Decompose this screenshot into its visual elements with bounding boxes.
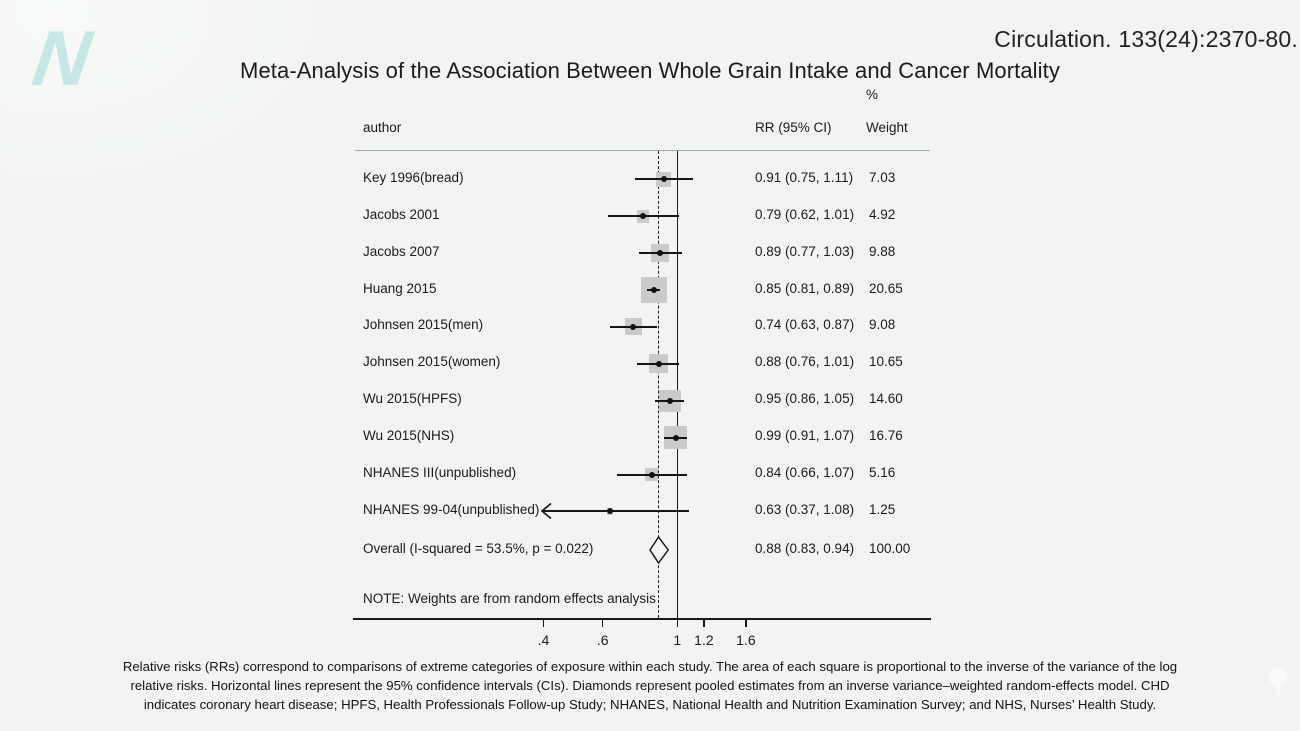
point-estimate-dot (606, 508, 613, 515)
ci-clipped-left-arrow-icon (540, 503, 552, 520)
study-weight-value: 20.65 (869, 280, 903, 296)
column-header-author: author (363, 120, 402, 135)
weights-note: NOTE: Weights are from random effects an… (363, 591, 656, 606)
study-rr-value: 0.99 (0.91, 1.07) (755, 428, 855, 444)
journal-citation: Circulation. 133(24):2370-80. (994, 26, 1298, 52)
page-title: Meta-Analysis of the Association Between… (240, 58, 1060, 83)
header-rule-line (355, 150, 930, 151)
study-rr-value: 0.85 (0.81, 0.89) (755, 280, 855, 296)
study-weight-value: 4.92 (869, 206, 896, 222)
study-weight-value: 10.65 (869, 354, 903, 370)
study-rr-value: 0.84 (0.66, 1.07) (755, 465, 855, 480)
study-rr-value: 0.95 (0.86, 1.05) (755, 391, 855, 407)
study-weight-value: 5.16 (869, 465, 896, 480)
study-author-label: Key 1996(bread) (363, 169, 464, 185)
x-axis-tick-mark (703, 620, 705, 627)
overall-weight-value: 100.00 (869, 541, 911, 556)
column-header-percent: % (865, 87, 878, 102)
x-axis-tick-mark (745, 620, 747, 627)
x-axis-tick-label: 1.6 (736, 632, 756, 648)
study-weight-value: 1.25 (869, 501, 896, 517)
caption-line-2: relative risks. Horizontal lines represe… (130, 678, 1170, 693)
study-rr-value: 0.89 (0.77, 1.03) (755, 243, 855, 259)
null-reference-line (676, 151, 679, 618)
study-weight-value: 9.88 (869, 243, 896, 259)
point-estimate-dot (672, 434, 679, 441)
overall-rr-value: 0.88 (0.83, 0.94) (755, 541, 855, 556)
figure-caption: Relative risks (RRs) correspond to compa… (80, 657, 1220, 714)
study-weight-value: 14.60 (869, 391, 903, 407)
study-author-label: Johnsen 2015(women) (363, 354, 501, 370)
point-estimate-dot (655, 360, 662, 367)
study-author-label: Huang 2015 (363, 280, 437, 296)
study-weight-value: 9.08 (869, 317, 896, 333)
point-estimate-dot (639, 213, 646, 220)
study-author-label: NHANES 99-04(unpublished) (363, 501, 540, 517)
study-rr-value: 0.79 (0.62, 1.01) (755, 206, 855, 222)
x-axis-tick-mark (542, 620, 545, 627)
point-estimate-dot (660, 176, 667, 183)
study-author-label: Jacobs 2007 (363, 243, 440, 259)
overall-row-label: Overall (I-squared = 53.5%, p = 0.022) (363, 541, 594, 556)
x-axis-tick-label: .4 (537, 632, 550, 648)
study-weight-value: 7.03 (869, 169, 896, 185)
x-axis-tick-label: 1 (673, 632, 682, 648)
point-estimate-dot (666, 397, 673, 404)
x-axis-tick-label: .6 (596, 632, 609, 648)
point-estimate-dot (648, 471, 655, 478)
point-estimate-dot (650, 287, 657, 293)
study-rr-value: 0.88 (0.76, 1.01) (755, 354, 855, 370)
caption-line-1: Relative risks (RRs) correspond to compa… (122, 659, 1178, 674)
x-axis-line (353, 618, 931, 620)
x-axis-tick-mark (601, 620, 604, 627)
study-author-label: Jacobs 2001 (363, 206, 440, 222)
point-estimate-dot (657, 250, 664, 257)
overall-diamond (649, 535, 670, 565)
study-rr-value: 0.74 (0.63, 0.87) (755, 317, 855, 333)
study-author-label: Wu 2015(HPFS) (363, 391, 462, 407)
x-axis-tick-mark (676, 620, 679, 627)
pooled-estimate-dashed-line (657, 151, 659, 618)
x-axis-tick-label: 1.2 (694, 632, 714, 648)
confidence-interval-line (542, 510, 689, 513)
caption-line-3: indicates coronary heart disease; HPFS, … (143, 697, 1157, 712)
point-estimate-dot (630, 323, 637, 330)
column-header-rr-ci: RR (95% CI) (755, 120, 832, 135)
study-weight-value: 16.76 (869, 428, 903, 444)
study-author-label: Johnsen 2015(men) (363, 317, 484, 333)
study-author-label: Wu 2015(NHS) (363, 428, 455, 444)
study-rr-value: 0.91 (0.75, 1.11) (755, 169, 854, 185)
watermark-icon (1268, 667, 1288, 695)
column-header-weight: Weight (866, 120, 908, 135)
study-rr-value: 0.63 (0.37, 1.08) (755, 501, 855, 517)
study-author-label: NHANES III(unpublished) (363, 465, 517, 480)
